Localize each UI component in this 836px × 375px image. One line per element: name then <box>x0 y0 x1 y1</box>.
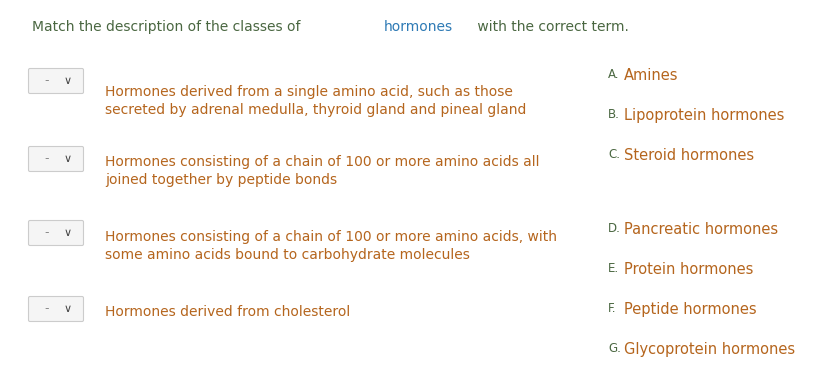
Text: A.: A. <box>607 68 619 81</box>
Text: Glycoprotein hormones: Glycoprotein hormones <box>624 342 794 357</box>
Text: Lipoprotein hormones: Lipoprotein hormones <box>624 108 783 123</box>
Text: Pancreatic hormones: Pancreatic hormones <box>624 222 777 237</box>
Text: some amino acids bound to carbohydrate molecules: some amino acids bound to carbohydrate m… <box>104 248 469 262</box>
Text: G.: G. <box>607 342 620 355</box>
FancyBboxPatch shape <box>28 69 84 93</box>
Text: Protein hormones: Protein hormones <box>624 262 752 277</box>
Text: Hormones consisting of a chain of 100 or more amino acids, with: Hormones consisting of a chain of 100 or… <box>104 230 556 244</box>
Text: Amines: Amines <box>624 68 678 83</box>
Text: -: - <box>44 303 48 315</box>
Text: Peptide hormones: Peptide hormones <box>624 302 756 317</box>
Text: hormones: hormones <box>384 20 452 34</box>
Text: -: - <box>44 153 48 165</box>
Text: Steroid hormones: Steroid hormones <box>624 148 753 163</box>
Text: ∨: ∨ <box>64 228 71 238</box>
Text: E.: E. <box>607 262 619 275</box>
Text: -: - <box>44 226 48 240</box>
Text: ∨: ∨ <box>64 154 71 164</box>
Text: joined together by peptide bonds: joined together by peptide bonds <box>104 173 337 187</box>
Text: Hormones derived from cholesterol: Hormones derived from cholesterol <box>104 305 349 319</box>
Text: with the correct term.: with the correct term. <box>472 20 629 34</box>
FancyBboxPatch shape <box>28 220 84 246</box>
Text: C.: C. <box>607 148 619 161</box>
Text: -: - <box>44 75 48 87</box>
Text: Hormones consisting of a chain of 100 or more amino acids all: Hormones consisting of a chain of 100 or… <box>104 155 539 169</box>
Text: B.: B. <box>607 108 619 121</box>
Text: Hormones derived from a single amino acid, such as those: Hormones derived from a single amino aci… <box>104 85 512 99</box>
Text: secreted by adrenal medulla, thyroid gland and pineal gland: secreted by adrenal medulla, thyroid gla… <box>104 103 526 117</box>
Text: ∨: ∨ <box>64 76 71 86</box>
Text: Match the description of the classes of: Match the description of the classes of <box>32 20 304 34</box>
Text: ∨: ∨ <box>64 304 71 314</box>
Text: D.: D. <box>607 222 620 235</box>
Text: F.: F. <box>607 302 616 315</box>
FancyBboxPatch shape <box>28 297 84 321</box>
FancyBboxPatch shape <box>28 147 84 171</box>
